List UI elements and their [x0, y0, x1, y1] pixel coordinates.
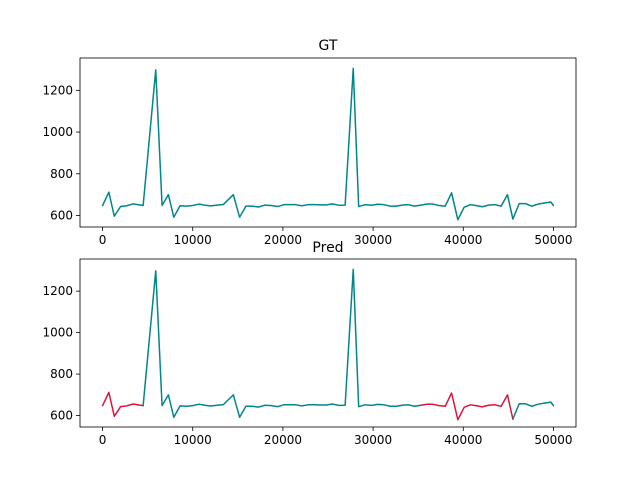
pred-panel: Pred 0 10000 20000 30000 40000 50000 600 800 100… [42, 240, 577, 447]
pred-x-tick-label: 20000 [264, 433, 302, 447]
gt-x-tick-label: 0 [99, 233, 107, 247]
pred-x-tick-label: 30000 [354, 433, 392, 447]
pred-series-line-4 [512, 401, 555, 420]
pred-x-tick-label: 10000 [174, 433, 212, 447]
pred-y-tick-label: 1000 [42, 326, 73, 340]
pred-axes-frame [79, 258, 577, 428]
gt-panel: GT 0 10000 20000 30000 40000 50000 600 800 1000 1… [42, 38, 577, 247]
gt-x-tick-label: 40000 [444, 233, 482, 247]
gt-x-tick-label: 50000 [534, 233, 572, 247]
gt-y-tick-label: 600 [50, 209, 73, 223]
gt-x-tick-label: 20000 [264, 233, 302, 247]
pred-title: Pred [312, 240, 343, 256]
pred-y-tick-label: 600 [50, 409, 73, 423]
pred-y-tick-label: 800 [50, 367, 73, 381]
pred-y-tick-label: 1200 [42, 284, 73, 298]
pred-x-tick-label: 40000 [444, 433, 482, 447]
gt-x-tick-label: 30000 [354, 233, 392, 247]
pred-series-line-3 [420, 392, 514, 421]
pred-ticks: 0 10000 20000 30000 40000 50000 600 800 1000 1200 [42, 284, 572, 447]
pred-x-tick-label: 50000 [534, 433, 572, 447]
gt-y-tick-label: 1200 [42, 83, 73, 97]
gt-y-tick-label: 1000 [42, 125, 73, 139]
pred-series-line-1 [101, 391, 144, 417]
gt-ticks: 0 10000 20000 30000 40000 50000 600 800 1000 1200 [42, 83, 572, 247]
gt-y-tick-label: 800 [50, 167, 73, 181]
gt-plot-area [101, 67, 555, 221]
gt-x-tick-label: 10000 [174, 233, 212, 247]
gt-series-line-1 [101, 67, 555, 221]
gt-title: GT [319, 38, 338, 54]
pred-series-line-2 [142, 268, 422, 418]
pred-x-tick-label: 0 [99, 433, 107, 447]
pred-plot-area [101, 268, 555, 421]
gt-axes-frame [79, 57, 577, 228]
